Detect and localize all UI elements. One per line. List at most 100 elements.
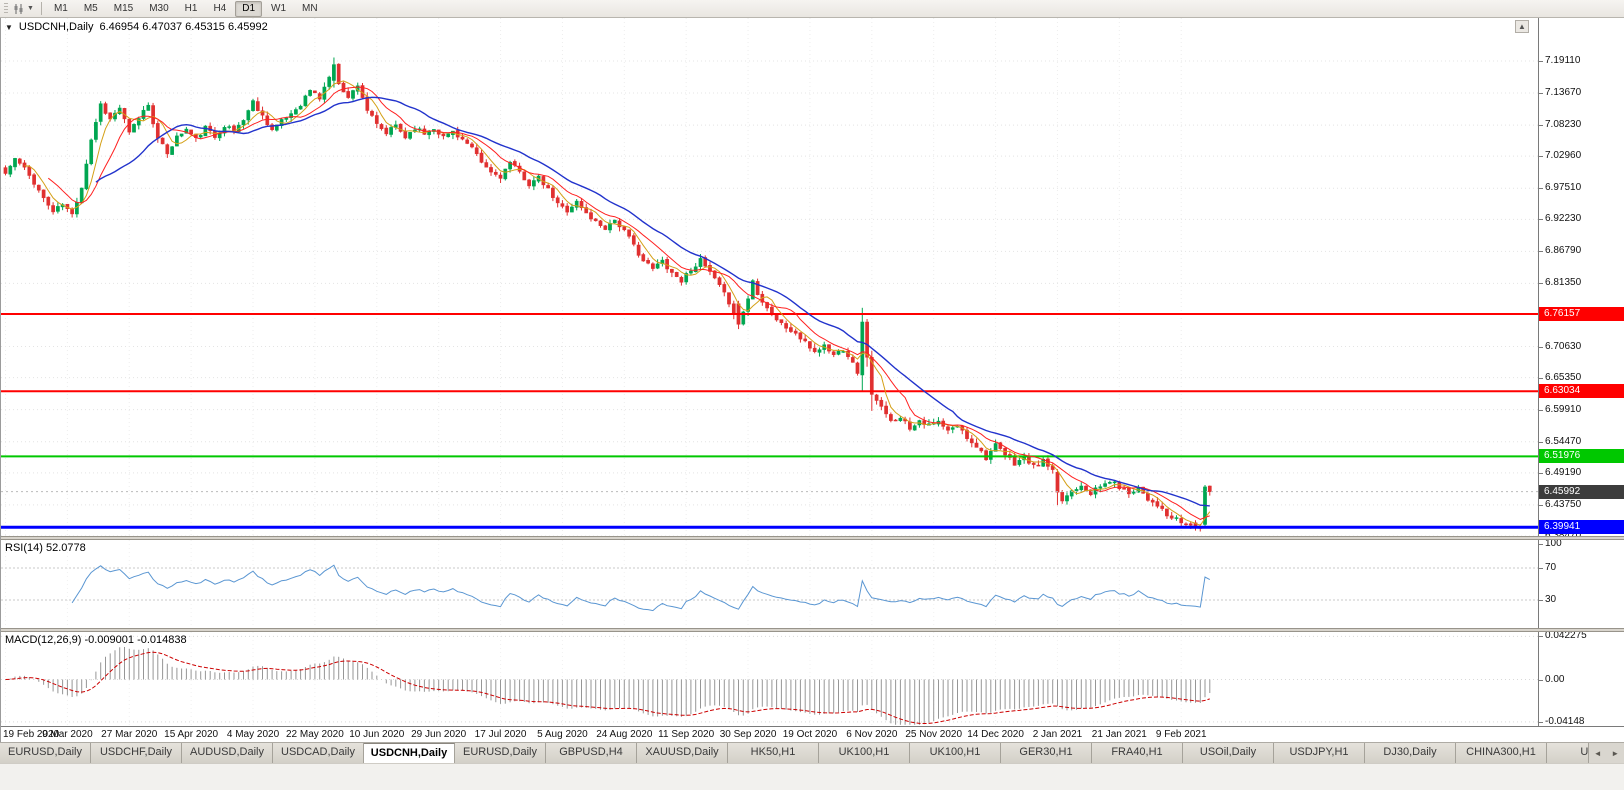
price-tick-label: 6.86790 (1545, 245, 1582, 257)
date-axis-label: 29 Jun 2020 (411, 729, 467, 740)
macd-tick-label: -0.04148 (1545, 715, 1585, 726)
price-tick-mark (1539, 441, 1543, 443)
date-axis-label: 25 Nov 2020 (905, 729, 963, 740)
chart-tab-xauusd-daily[interactable]: XAUUSD,Daily (637, 743, 728, 763)
chart-type-icon[interactable] (12, 2, 26, 15)
dropdown-caret-icon[interactable]: ▼ (27, 5, 34, 12)
tab-scroll-left-icon[interactable]: ◄ (1593, 748, 1602, 758)
price-tick-label: 6.97510 (1545, 182, 1582, 194)
price-tick-label: 6.54470 (1545, 435, 1582, 447)
price-tick-mark (1539, 125, 1543, 127)
price-tick-mark (1539, 188, 1543, 190)
date-axis-label: 15 Apr 2020 (164, 729, 219, 740)
price-tick-label: 6.70630 (1545, 340, 1582, 352)
chart-tab-usc[interactable]: USC (1547, 743, 1588, 763)
macd-chart[interactable]: MACD(12,26,9) -0.009001 -0.014838 (1, 632, 1538, 726)
collapse-icon[interactable]: ▼ (5, 22, 13, 32)
main-chart-panel: ▼ USDCNH,Daily 6.46954 6.47037 6.45315 6… (1, 18, 1624, 536)
chart-tab-audusd-daily[interactable]: AUDUSD,Daily (182, 743, 273, 763)
timeframe-button-d1[interactable]: D1 (235, 0, 263, 17)
date-axis-label: 30 Sep 2020 (719, 729, 777, 740)
chart-region: ▼ USDCNH,Daily 6.46954 6.47037 6.45315 6… (0, 18, 1624, 742)
price-tick-mark (1539, 377, 1543, 379)
timeframe-button-h1[interactable]: H1 (184, 2, 198, 14)
rsi-tick-label: 100 (1545, 540, 1562, 549)
price-tick-mark (1539, 283, 1543, 285)
chart-tab-usdjpy-h1[interactable]: USDJPY,H1 (1274, 743, 1365, 763)
toolbar-grip[interactable] (4, 2, 8, 15)
price-scale[interactable]: 7.19110 7.13670 7.08230 7.02960 6.97510 6.922… (1538, 18, 1624, 536)
scroll-up-icon[interactable]: ▲ (1515, 20, 1529, 33)
chart-tabs: EURUSD,Daily USDCHF,Daily AUDUSD,Daily USDC… (0, 743, 1588, 763)
timeframe-button-m15[interactable]: M15 (113, 2, 134, 14)
price-tick-label: 7.02960 (1545, 150, 1582, 162)
macd-label: MACD(12,26,9) -0.009001 -0.014838 (5, 634, 187, 646)
timeframe-button-m30[interactable]: M30 (149, 2, 169, 14)
chart-tab-dj30-daily[interactable]: DJ30,Daily (1365, 743, 1456, 763)
chart-tab-hk50-h1[interactable]: HK50,H1 (728, 743, 819, 763)
price-tick-label: 7.13670 (1545, 87, 1582, 99)
date-axis-label: 9 Feb 2021 (1155, 729, 1207, 740)
chart-tab-bar: EURUSD,Daily USDCHF,Daily AUDUSD,Daily USDC… (0, 742, 1624, 763)
chart-tab-eurusd-daily[interactable]: EURUSD,Daily (0, 743, 91, 763)
chart-tab-usdchf-daily[interactable]: USDCHF,Daily (91, 743, 182, 763)
panel-divider[interactable] (1, 536, 1624, 540)
candlestick-plot[interactable] (1, 18, 1538, 536)
date-axis-label: 24 Aug 2020 (596, 729, 653, 740)
timeframe-buttons-group: M1 M5 M15 M30 H1 H4 D1 W1 MN (46, 0, 326, 17)
toolbar-separator (40, 2, 42, 15)
price-tick-label: 6.81350 (1545, 277, 1582, 289)
chart-tab-usdcad-daily[interactable]: USDCAD,Daily (273, 743, 364, 763)
price-tick-mark (1539, 346, 1543, 348)
tab-scroll-arrows: ◄ ► (1588, 743, 1624, 763)
macd-tick-label: 0.042275 (1545, 632, 1587, 642)
chart-tab-gbpusd-h4[interactable]: GBPUSD,H4 (546, 743, 637, 763)
chart-tab-usdcnh-daily[interactable]: USDCNH,Daily (364, 743, 455, 763)
rsi-label: RSI(14) 52.0778 (5, 542, 86, 554)
macd-panel: MACD(12,26,9) -0.009001 -0.014838 0.0422… (1, 632, 1624, 726)
price-tick-mark (1539, 60, 1543, 62)
date-axis-label: 17 Jul 2020 (474, 729, 527, 740)
price-tick-mark (1539, 251, 1543, 253)
price-tick-mark (1539, 504, 1543, 506)
chart-tab-uk100-h1[interactable]: UK100,H1 (819, 743, 910, 763)
level-price-label: 6.51976 (1539, 449, 1624, 464)
timeframe-button-h4[interactable]: H4 (213, 2, 227, 14)
date-axis-label: 2 Jan 2021 (1032, 729, 1083, 740)
date-axis-label: 27 Mar 2020 (101, 729, 158, 740)
rsi-plot[interactable] (1, 540, 1538, 628)
rsi-tick-label: 30 (1545, 594, 1557, 605)
price-tick-mark (1539, 409, 1543, 411)
chart-tab-ger30-h1[interactable]: GER30,H1 (1001, 743, 1092, 763)
timeframe-button-m5[interactable]: M5 (83, 2, 98, 14)
timeframe-toolbar: ▼ M1 M5 M15 M30 H1 H4 D1 W1 MN (0, 0, 1624, 18)
price-tick-mark (1539, 93, 1543, 95)
timeframe-button-m1[interactable]: M1 (53, 2, 68, 14)
date-axis-label: 6 Nov 2020 (846, 729, 898, 740)
chart-tab-eurusd-daily[interactable]: EURUSD,Daily (455, 743, 546, 763)
price-tick-label: 7.08230 (1545, 119, 1582, 131)
timeframe-button-mn[interactable]: MN (302, 2, 318, 14)
price-tick-label: 6.43750 (1545, 498, 1582, 510)
macd-tick-label: 0.00 (1545, 673, 1565, 685)
date-axis-label: 14 Dec 2020 (967, 729, 1024, 740)
date-axis-label: 5 Aug 2020 (537, 729, 588, 740)
time-scale[interactable]: 19 Feb 2020 9 Mar 2020 27 Mar 2020 15 Apr 2… (1, 726, 1624, 742)
price-tick-mark (1539, 156, 1543, 158)
level-price-label: 6.39941 (1539, 520, 1624, 535)
macd-plot[interactable] (1, 632, 1538, 726)
chart-tab-usoil-daily[interactable]: USOil,Daily (1183, 743, 1274, 763)
chart-tab-uk100-h1[interactable]: UK100,H1 (910, 743, 1001, 763)
level-price-label: 6.76157 (1539, 306, 1624, 321)
tab-scroll-right-icon[interactable]: ► (1611, 748, 1620, 758)
candlestick-chart[interactable]: ▼ USDCNH,Daily 6.46954 6.47037 6.45315 6… (1, 18, 1538, 536)
level-price-label: 6.63034 (1539, 384, 1624, 399)
chart-tab-china300-h1[interactable]: CHINA300,H1 (1456, 743, 1547, 763)
rsi-chart[interactable]: RSI(14) 52.0778 (1, 540, 1538, 628)
panel-divider-2[interactable] (1, 628, 1624, 632)
chart-tab-fra40-h1[interactable]: FRA40,H1 (1092, 743, 1183, 763)
price-tick-mark (1539, 472, 1543, 474)
price-tick-label: 6.65350 (1545, 371, 1582, 383)
timeframe-button-w1[interactable]: W1 (271, 2, 287, 14)
